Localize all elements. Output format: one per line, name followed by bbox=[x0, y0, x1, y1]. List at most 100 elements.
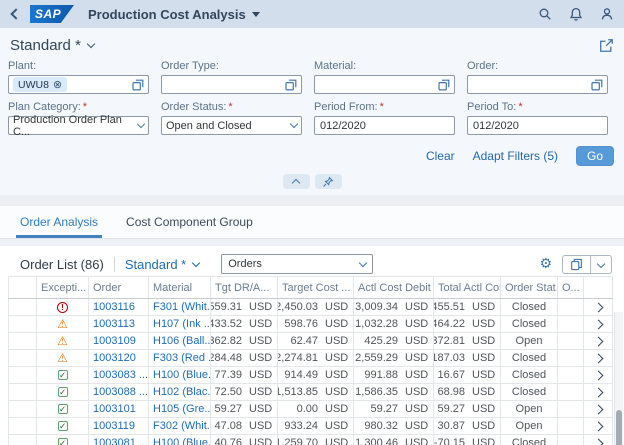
material-link[interactable]: H100 (Blue... bbox=[153, 369, 211, 381]
vertical-scrollbar[interactable] bbox=[614, 312, 623, 445]
user-icon[interactable] bbox=[600, 7, 614, 21]
clear-button[interactable]: Clear bbox=[425, 149, 455, 163]
tab-order-analysis[interactable]: Order Analysis bbox=[15, 215, 103, 238]
period-to-input[interactable] bbox=[467, 116, 608, 135]
value-help-icon[interactable] bbox=[438, 79, 450, 91]
search-icon[interactable] bbox=[538, 7, 552, 21]
order-link[interactable]: 1003109 bbox=[93, 335, 136, 347]
material-link[interactable]: H102 (Blac... bbox=[153, 386, 211, 398]
value-help-icon[interactable] bbox=[591, 79, 603, 91]
adapt-filters-button[interactable]: Adapt Filters (5) bbox=[472, 149, 558, 163]
scrollbar-thumb[interactable] bbox=[616, 410, 622, 445]
col-target-cost[interactable]: Target Cost ... bbox=[277, 276, 354, 299]
order-type-input[interactable] bbox=[161, 75, 302, 94]
back-icon[interactable] bbox=[10, 8, 22, 20]
col-material[interactable]: Material bbox=[148, 276, 211, 299]
row-select-cell[interactable] bbox=[8, 366, 37, 384]
row-select-cell[interactable] bbox=[8, 315, 37, 333]
row-chevron-icon[interactable] bbox=[593, 387, 603, 397]
material-link[interactable]: H106 (Ball... bbox=[153, 335, 211, 347]
row-chevron-icon[interactable] bbox=[593, 336, 603, 346]
row-chevron-icon[interactable] bbox=[593, 421, 603, 431]
material-link[interactable]: H105 (Gre... bbox=[153, 403, 211, 415]
view-select[interactable]: Orders bbox=[221, 254, 374, 274]
settings-gear-icon[interactable]: ⚙ bbox=[539, 256, 552, 272]
col-order[interactable]: Order bbox=[88, 276, 149, 299]
table-row[interactable]: ! ⚠ ✓ 1003081 ... H100 (Blue... 40.76USD… bbox=[8, 434, 613, 445]
export-menu-button[interactable] bbox=[590, 255, 611, 273]
order-link[interactable]: 1003120 bbox=[93, 352, 136, 364]
go-button[interactable]: Go bbox=[575, 146, 614, 166]
row-chevron-icon[interactable] bbox=[593, 302, 603, 312]
order-input[interactable] bbox=[467, 75, 608, 94]
success-icon: ✓ bbox=[57, 404, 68, 414]
row-select-cell[interactable] bbox=[8, 383, 37, 401]
order-link[interactable]: 1003113 bbox=[93, 318, 136, 330]
row-chevron-icon[interactable] bbox=[593, 438, 603, 445]
value-help-icon[interactable] bbox=[132, 79, 144, 91]
order-link[interactable]: 1003119 bbox=[93, 420, 136, 432]
material-link[interactable]: F303 (Red ... bbox=[153, 352, 210, 364]
row-chevron-icon[interactable] bbox=[593, 404, 603, 414]
order-link[interactable]: 1003101 bbox=[93, 403, 136, 415]
order-link[interactable]: 1003116 bbox=[93, 301, 136, 313]
row-select-cell[interactable] bbox=[8, 332, 37, 350]
col-tgt[interactable]: Tgt DR/A... bbox=[210, 276, 278, 299]
success-icon: ✓ bbox=[57, 370, 68, 380]
row-select-cell[interactable] bbox=[8, 434, 37, 445]
order-status-select[interactable]: Open and Closed bbox=[161, 116, 302, 135]
table-row[interactable]: ! ⚠ ✓ 1003083 ... H100 (Blue... 77.39USD… bbox=[8, 366, 613, 384]
table-row[interactable]: ! ⚠ ✓ 1003088 ... H102 (Blac... 72.50USD… bbox=[8, 383, 613, 401]
export-button[interactable] bbox=[563, 256, 590, 273]
app-title-menu[interactable]: Production Cost Analysis bbox=[88, 7, 260, 22]
tab-cost-component-group[interactable]: Cost Component Group bbox=[126, 215, 253, 229]
plan-category-select[interactable]: Production Order Plan C... bbox=[8, 114, 149, 138]
value-help-icon[interactable] bbox=[285, 79, 297, 91]
order-link[interactable]: 1003081 ... bbox=[93, 437, 149, 445]
col-select[interactable] bbox=[8, 276, 37, 299]
pin-header-button[interactable] bbox=[314, 174, 342, 189]
success-icon: ✓ bbox=[57, 438, 68, 445]
page-variant-selector[interactable]: Standard * bbox=[10, 37, 96, 54]
col-overflow[interactable]: O... bbox=[557, 276, 584, 299]
table-variant-selector[interactable]: Standard * bbox=[125, 257, 201, 272]
material-link[interactable]: H107 (Ink ... bbox=[153, 318, 211, 330]
plant-token[interactable]: UWU8 ⊗ bbox=[13, 77, 68, 92]
toolbar-separator bbox=[113, 256, 115, 272]
token-remove-icon[interactable]: ⊗ bbox=[52, 79, 63, 91]
tgt-cell: 77.39 USD bbox=[214, 369, 273, 381]
filter-field-period-from: Period From: * bbox=[314, 101, 455, 135]
filter-field-plan-category: Plan Category: * Production Order Plan C.… bbox=[8, 101, 149, 138]
order-link[interactable]: 1003083 ... bbox=[93, 369, 149, 381]
row-chevron-icon[interactable] bbox=[593, 370, 603, 380]
warning-icon: ⚠ bbox=[57, 351, 68, 365]
status-cell: Closed bbox=[500, 434, 558, 445]
material-link[interactable]: H100 (Blue... bbox=[153, 437, 211, 445]
share-icon[interactable] bbox=[599, 38, 614, 53]
col-total-actl[interactable]: Total Actl Cost bbox=[433, 276, 501, 299]
overflow-cell bbox=[557, 417, 584, 435]
col-actl-debit[interactable]: Actl Cost Debit bbox=[353, 276, 434, 299]
material-input[interactable] bbox=[314, 75, 455, 94]
order-link[interactable]: 1003088 ... bbox=[93, 386, 149, 398]
row-select-cell[interactable] bbox=[8, 400, 37, 418]
bell-icon[interactable] bbox=[569, 7, 583, 21]
row-select-cell[interactable] bbox=[8, 417, 37, 435]
material-link[interactable]: F302 (Whit... bbox=[153, 420, 211, 432]
row-chevron-icon[interactable] bbox=[593, 353, 603, 363]
col-order-status[interactable]: Order Stat... bbox=[500, 276, 558, 299]
row-select-cell[interactable] bbox=[8, 298, 37, 316]
material-link[interactable]: F301 (Whit... bbox=[153, 301, 211, 313]
period-from-input[interactable] bbox=[314, 116, 455, 135]
collapse-header-button[interactable] bbox=[282, 174, 310, 189]
row-chevron-icon[interactable] bbox=[593, 319, 603, 329]
col-exception[interactable]: Excepti... bbox=[36, 276, 89, 299]
plant-input[interactable]: UWU8 ⊗ bbox=[8, 75, 149, 94]
row-select-cell[interactable] bbox=[8, 349, 37, 367]
